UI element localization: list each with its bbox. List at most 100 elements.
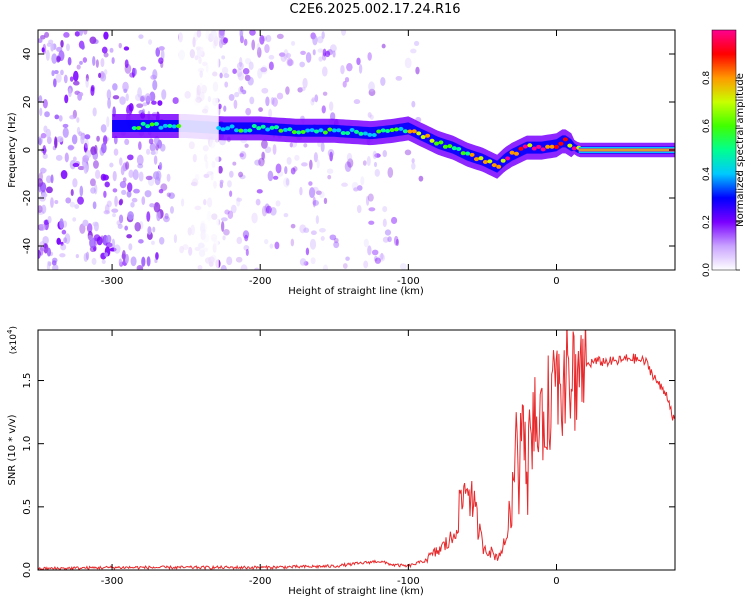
ridge-peak: [398, 126, 404, 131]
y-tick-label: 1.5: [22, 373, 33, 389]
noise-blob: [105, 242, 113, 248]
noise-blob: [72, 162, 80, 168]
ridge-peak: [367, 132, 373, 137]
noise-blob: [286, 157, 292, 165]
noise-blob: [121, 249, 126, 261]
noise-blob: [411, 158, 415, 164]
noise-blob: [305, 52, 312, 63]
noise-blob: [62, 220, 68, 228]
noise-blob: [140, 66, 147, 71]
noise-blob: [312, 199, 319, 206]
snr-x-axis-label: Height of straight line (km): [288, 586, 424, 597]
snr-series: [38, 330, 675, 570]
noise-blob: [69, 114, 76, 120]
noise-blob: [270, 97, 275, 106]
noise-blob: [106, 89, 112, 100]
noise-blob: [382, 236, 389, 243]
ridge-peak: [269, 125, 275, 130]
noise-blob: [61, 229, 67, 235]
noise-blob: [381, 43, 386, 49]
noise-blob: [148, 39, 153, 45]
noise-blob: [265, 34, 272, 43]
noise-blob: [83, 163, 89, 174]
noise-blob: [127, 211, 134, 221]
noise-blob: [299, 258, 307, 266]
noise-blob: [332, 50, 336, 58]
noise-blob: [232, 161, 237, 166]
noise-blob: [122, 177, 127, 183]
noise-blob: [55, 154, 63, 161]
noise-blob: [320, 141, 325, 153]
noise-blob: [53, 78, 57, 88]
noise-blob: [333, 237, 339, 244]
noise-blob: [89, 178, 96, 187]
noise-blob: [286, 57, 293, 67]
noise-blob: [333, 241, 340, 249]
noise-blob: [128, 243, 133, 251]
noise-blob: [299, 86, 306, 92]
noise-blob: [387, 167, 394, 178]
spectrogram-y-axis-label: Frequency (Hz): [7, 112, 18, 188]
noise-blob: [95, 169, 101, 179]
noise-blob: [239, 30, 244, 39]
ridge-peak: [491, 163, 497, 168]
ridge-peak: [131, 126, 137, 131]
noise-blob: [244, 143, 249, 148]
ridge-peak: [545, 144, 551, 149]
noise-blob: [380, 77, 386, 86]
ridge-peak: [420, 135, 426, 140]
noise-blob: [155, 47, 161, 57]
noise-blob: [233, 99, 238, 109]
noise-blob: [329, 112, 336, 121]
noise-blob: [158, 57, 164, 64]
noise-blob: [45, 186, 53, 194]
noise-blob: [107, 97, 111, 109]
noise-blob: [64, 94, 69, 104]
noise-blob: [239, 30, 244, 38]
noise-blob: [92, 201, 97, 210]
noise-blob: [368, 207, 376, 212]
noise-blob: [60, 170, 68, 180]
noise-blob: [291, 40, 296, 46]
noise-blob: [168, 192, 175, 199]
noise-blob: [158, 188, 164, 194]
noise-blob: [161, 89, 167, 100]
noise-blob: [64, 152, 69, 163]
noise-blob: [261, 65, 268, 75]
ridge-peak: [527, 143, 533, 148]
noise-blob: [84, 138, 89, 149]
noise-blob: [356, 204, 362, 214]
noise-blob: [38, 249, 41, 259]
y-tick-label: -20: [22, 190, 33, 206]
noise-blob: [229, 170, 234, 178]
noise-blob: [98, 72, 102, 79]
noise-blob: [118, 214, 124, 224]
noise-blob: [283, 49, 289, 60]
noise-blob: [217, 103, 222, 110]
noise-blob: [76, 117, 80, 123]
ridge-peak: [505, 156, 511, 161]
ridge-peak: [345, 131, 351, 136]
noise-blob: [313, 152, 318, 163]
noise-blob: [239, 57, 243, 68]
noise-blob: [101, 46, 108, 54]
noise-blob: [103, 210, 110, 215]
ridge-peak: [549, 144, 555, 149]
ridge-gap: [178, 30, 219, 270]
ridge-peak: [238, 128, 244, 133]
noise-blob: [256, 42, 260, 53]
x-tick-label: 0: [553, 276, 559, 287]
ridge-peak: [571, 146, 577, 151]
noise-blob: [303, 143, 308, 148]
noise-blob: [297, 87, 303, 93]
noise-blob: [368, 88, 376, 97]
noise-blob: [129, 72, 135, 78]
noise-blob: [380, 252, 384, 260]
noise-blob: [106, 116, 110, 128]
noise-blob: [153, 155, 158, 165]
noise-blob: [130, 256, 137, 267]
noise-blob: [123, 88, 128, 93]
noise-blob: [236, 62, 244, 70]
noise-blob: [218, 39, 224, 49]
noise-blob: [276, 33, 284, 39]
